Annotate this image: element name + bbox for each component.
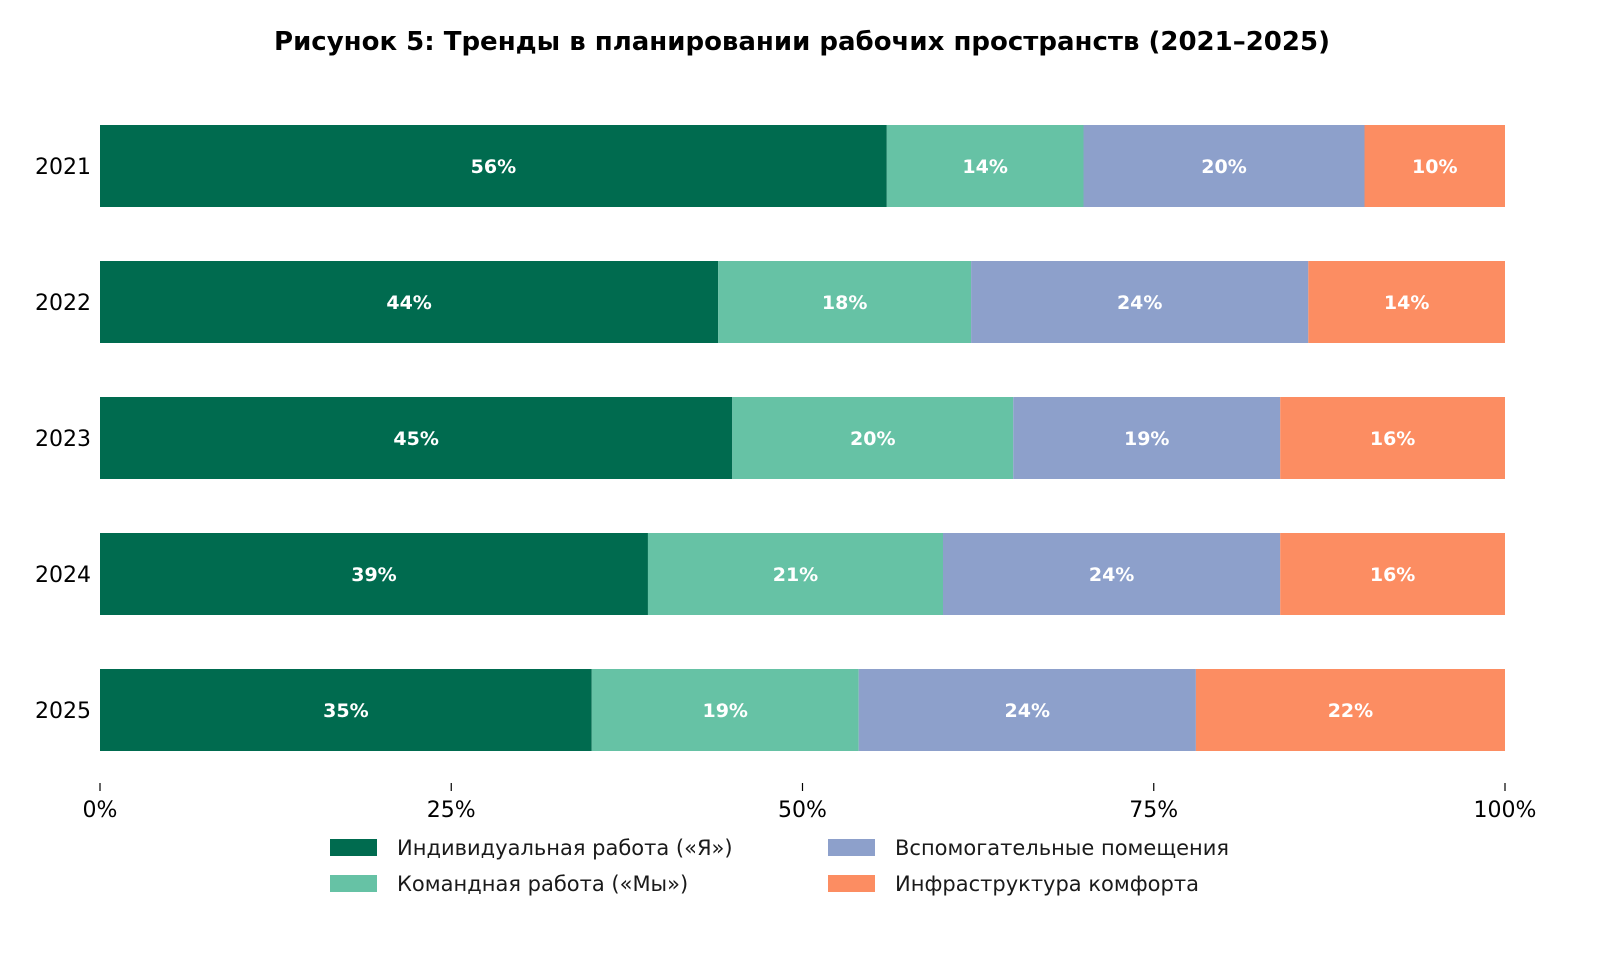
bar-segment xyxy=(1280,533,1505,615)
data-label: 24% xyxy=(1005,700,1050,722)
data-label: 35% xyxy=(323,700,368,722)
chart-title: Рисунок 5: Тренды в планировании рабочих… xyxy=(274,27,1330,57)
category-label: 2021 xyxy=(35,155,91,180)
data-label: 16% xyxy=(1370,428,1415,450)
data-label: 20% xyxy=(1201,156,1246,178)
data-label: 44% xyxy=(386,292,431,314)
legend-label: Командная работа («Мы») xyxy=(397,872,688,896)
bar-segment xyxy=(886,125,1084,207)
data-label: 24% xyxy=(1089,564,1134,586)
x-tick-label: 75% xyxy=(1129,798,1178,823)
data-label: 10% xyxy=(1412,156,1457,178)
bar-segment xyxy=(591,669,859,751)
bar-segment xyxy=(943,533,1281,615)
x-tick-label: 100% xyxy=(1474,798,1537,823)
x-tick-label: 50% xyxy=(778,798,827,823)
category-label: 2025 xyxy=(35,699,91,724)
bar-segment xyxy=(647,533,943,615)
bar-segment xyxy=(1013,397,1281,479)
data-label: 21% xyxy=(773,564,818,586)
bar-segment xyxy=(100,261,719,343)
data-label: 16% xyxy=(1370,564,1415,586)
bar-segment xyxy=(718,261,972,343)
legend-item: Командная работа («Мы») xyxy=(330,872,688,896)
legend-swatch xyxy=(330,839,377,856)
legend-swatch xyxy=(828,875,875,892)
bar-segment xyxy=(1083,125,1365,207)
data-label: 45% xyxy=(393,428,438,450)
bar-segment xyxy=(100,397,733,479)
legend-swatch xyxy=(330,875,377,892)
data-label: 18% xyxy=(822,292,867,314)
legend-label: Инфраструктура комфорта xyxy=(895,872,1199,896)
bar-segment xyxy=(1308,261,1505,343)
bar-segment xyxy=(971,261,1309,343)
legend-item: Инфраструктура комфорта xyxy=(828,872,1199,896)
legend-item: Вспомогательные помещения xyxy=(828,836,1229,860)
data-label: 14% xyxy=(962,156,1007,178)
data-label: 19% xyxy=(702,700,747,722)
bar-segment xyxy=(1364,125,1505,207)
data-label: 14% xyxy=(1384,292,1429,314)
data-label: 39% xyxy=(351,564,396,586)
x-tick-label: 0% xyxy=(83,798,118,823)
bar-segment xyxy=(1280,397,1505,479)
data-label: 19% xyxy=(1124,428,1169,450)
data-label: 24% xyxy=(1117,292,1162,314)
data-label: 20% xyxy=(850,428,895,450)
data-label: 56% xyxy=(471,156,516,178)
bar-segment xyxy=(100,533,648,615)
bar-segment xyxy=(100,125,887,207)
category-label: 2024 xyxy=(35,563,91,588)
bar-segment xyxy=(858,669,1196,751)
category-label: 2023 xyxy=(35,427,91,452)
bar-segment xyxy=(1195,669,1505,751)
data-label: 22% xyxy=(1328,700,1373,722)
legend-label: Индивидуальная работа («Я») xyxy=(397,836,733,860)
bar-segment xyxy=(732,397,1014,479)
legend-swatch xyxy=(828,839,875,856)
category-label: 2022 xyxy=(35,291,91,316)
x-tick-label: 25% xyxy=(427,798,476,823)
bar-segment xyxy=(100,669,592,751)
legend-item: Индивидуальная работа («Я») xyxy=(330,836,733,860)
legend-label: Вспомогательные помещения xyxy=(895,836,1229,860)
